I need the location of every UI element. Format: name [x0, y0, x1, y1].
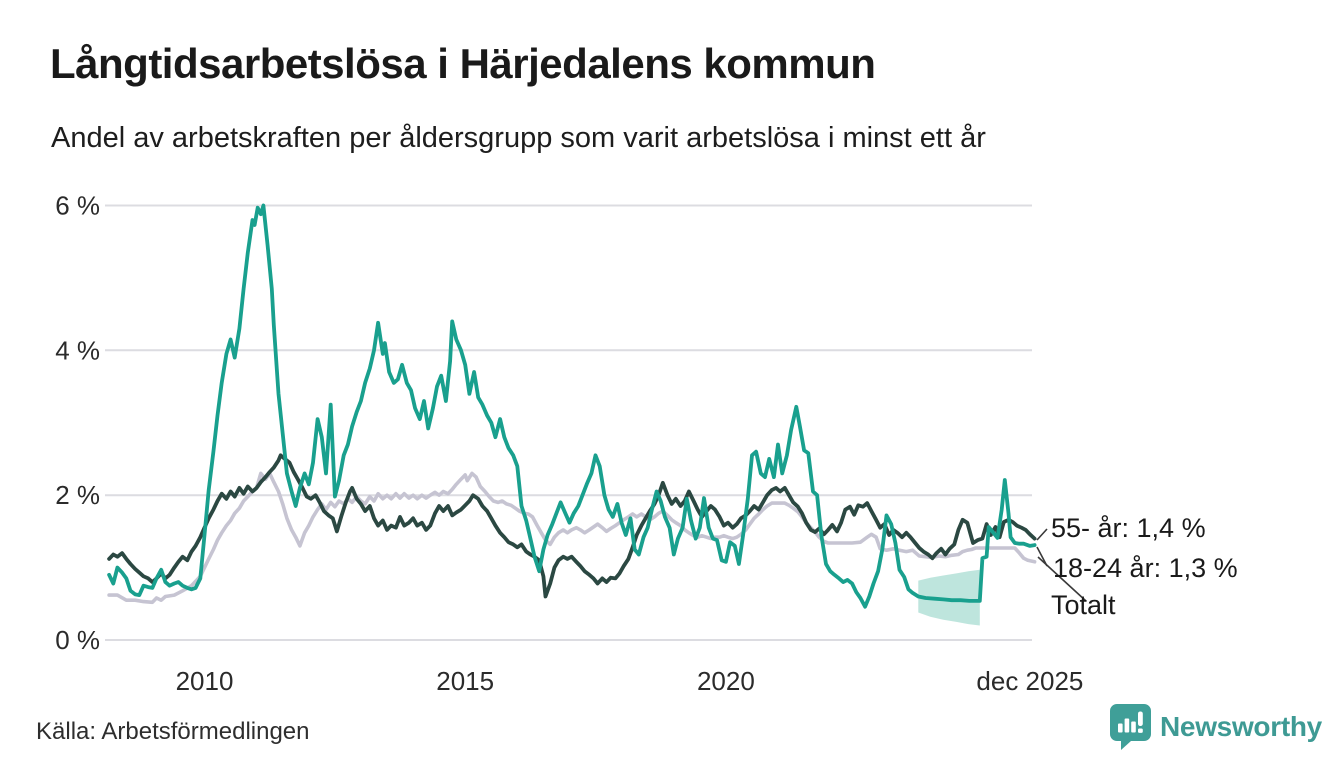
newsworthy-logo: Newsworthy [1110, 704, 1322, 750]
x-tick-label: 2020 [697, 666, 755, 696]
page-title: Långtidsarbetslösa i Härjedalens kommun [50, 40, 876, 87]
x-tick-label: 2010 [176, 666, 234, 696]
series-label-totalt: Totalt [1051, 590, 1116, 620]
y-tick-label: 6 % [55, 191, 100, 221]
series-label-18-24-ar: 18-24 år: 1,3 % [1053, 553, 1238, 583]
leader-line [1037, 556, 1087, 602]
source-note: Källa: Arbetsförmedlingen [36, 718, 310, 745]
newsworthy-logo-text: Newsworthy [1160, 711, 1322, 742]
newsworthy-logo-icon [1110, 704, 1151, 750]
chart-subtitle: Andel av arbetskraften per åldersgrupp s… [51, 122, 986, 154]
x-tick-label: dec 2025 [976, 666, 1083, 696]
x-tick-label: 2015 [436, 666, 494, 696]
series-line-18-24-ar [107, 203, 1037, 609]
series-line-55-ar [107, 453, 1037, 599]
y-tick-label: 0 % [55, 625, 100, 655]
series-label-55-ar: 55- år: 1,4 % [1051, 513, 1206, 543]
y-tick-label: 2 % [55, 480, 100, 510]
leader-line [1036, 528, 1048, 541]
series-line-totalt [107, 471, 1037, 605]
uncertainty-band [918, 569, 980, 626]
y-tick-label: 4 % [55, 335, 100, 365]
